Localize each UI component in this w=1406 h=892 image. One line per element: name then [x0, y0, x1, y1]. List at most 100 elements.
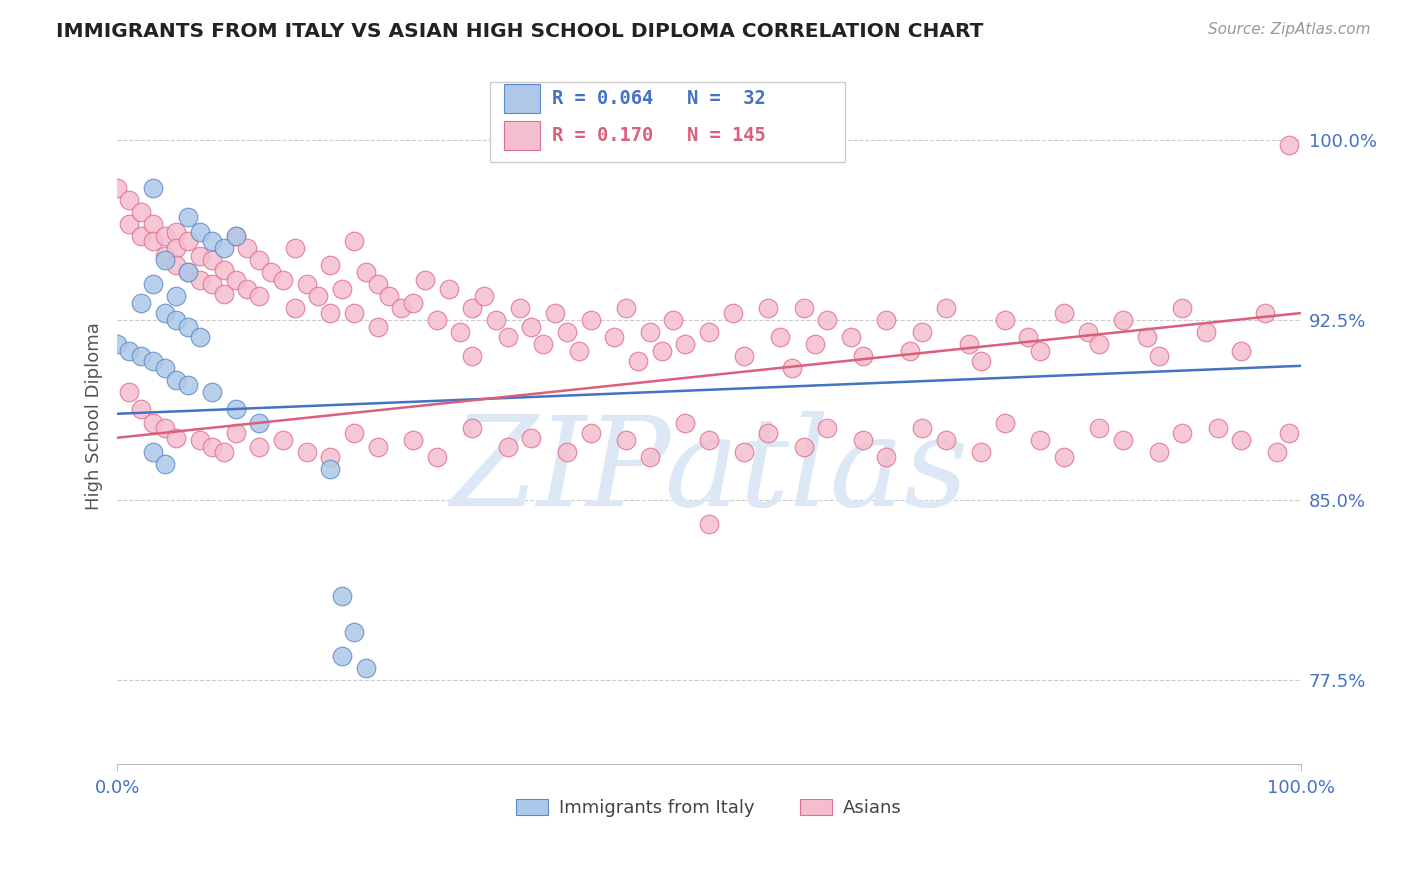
Point — [319, 462, 342, 476]
Point — [603, 330, 626, 344]
Point — [260, 265, 283, 279]
Point — [330, 648, 353, 663]
Point — [520, 431, 543, 445]
Point — [307, 289, 329, 303]
Point — [769, 330, 792, 344]
Point — [212, 263, 235, 277]
Point — [935, 301, 957, 316]
Point — [201, 277, 224, 292]
Point — [544, 306, 567, 320]
Point — [201, 441, 224, 455]
Point — [165, 313, 187, 327]
Point — [697, 517, 720, 532]
Point — [153, 421, 176, 435]
Point — [319, 306, 342, 320]
Point — [461, 301, 484, 316]
Point — [295, 445, 318, 459]
Point — [129, 205, 152, 219]
Point — [651, 344, 673, 359]
Point — [247, 417, 270, 431]
Point — [970, 354, 993, 368]
Point — [1053, 306, 1076, 320]
Point — [426, 313, 449, 327]
Point — [1077, 325, 1099, 339]
Point — [852, 433, 875, 447]
Point — [165, 431, 187, 445]
Point — [461, 349, 484, 363]
Point — [555, 445, 578, 459]
Text: Source: ZipAtlas.com: Source: ZipAtlas.com — [1208, 22, 1371, 37]
Point — [105, 181, 128, 195]
Point — [247, 289, 270, 303]
Point — [153, 457, 176, 471]
Point — [1265, 445, 1288, 459]
Point — [485, 313, 508, 327]
Point — [378, 289, 401, 303]
Text: IMMIGRANTS FROM ITALY VS ASIAN HIGH SCHOOL DIPLOMA CORRELATION CHART: IMMIGRANTS FROM ITALY VS ASIAN HIGH SCHO… — [56, 22, 984, 41]
Legend: Immigrants from Italy, Asians: Immigrants from Italy, Asians — [509, 791, 910, 824]
Point — [579, 425, 602, 440]
Point — [957, 337, 980, 351]
Point — [284, 301, 307, 316]
Point — [994, 417, 1017, 431]
Point — [247, 253, 270, 268]
Point — [1029, 433, 1052, 447]
Y-axis label: High School Diploma: High School Diploma — [86, 322, 103, 510]
Point — [118, 385, 141, 400]
Point — [118, 194, 141, 208]
Point — [212, 286, 235, 301]
Point — [201, 253, 224, 268]
Point — [367, 277, 389, 292]
Point — [271, 433, 294, 447]
Point — [449, 325, 471, 339]
Point — [201, 234, 224, 248]
Point — [875, 450, 897, 464]
Point — [142, 277, 165, 292]
Point — [1017, 330, 1039, 344]
Point — [177, 234, 200, 248]
Point — [354, 661, 377, 675]
Point — [389, 301, 412, 316]
Point — [413, 272, 436, 286]
Point — [118, 218, 141, 232]
Point — [496, 441, 519, 455]
Point — [177, 378, 200, 392]
FancyBboxPatch shape — [489, 82, 845, 162]
Point — [165, 289, 187, 303]
Text: ZIPatlas: ZIPatlas — [450, 411, 967, 533]
Point — [165, 241, 187, 255]
Point — [343, 425, 366, 440]
Point — [153, 361, 176, 376]
Point — [1278, 138, 1301, 153]
Point — [153, 248, 176, 262]
Point — [201, 385, 224, 400]
Point — [638, 450, 661, 464]
Point — [898, 344, 921, 359]
Point — [756, 301, 779, 316]
Point — [188, 225, 211, 239]
Point — [1254, 306, 1277, 320]
Point — [236, 241, 259, 255]
Point — [1230, 433, 1253, 447]
Point — [236, 282, 259, 296]
Point — [733, 349, 755, 363]
Point — [1230, 344, 1253, 359]
Point — [697, 325, 720, 339]
Point — [1171, 301, 1194, 316]
Point — [1171, 425, 1194, 440]
Point — [142, 354, 165, 368]
Point — [225, 401, 247, 416]
Point — [129, 401, 152, 416]
Point — [839, 330, 862, 344]
Point — [627, 354, 650, 368]
Point — [343, 234, 366, 248]
Point — [177, 265, 200, 279]
Point — [568, 344, 591, 359]
Point — [165, 225, 187, 239]
Point — [531, 337, 554, 351]
Point — [793, 301, 815, 316]
Point — [461, 421, 484, 435]
Point — [1195, 325, 1218, 339]
Point — [426, 450, 449, 464]
Point — [815, 313, 838, 327]
